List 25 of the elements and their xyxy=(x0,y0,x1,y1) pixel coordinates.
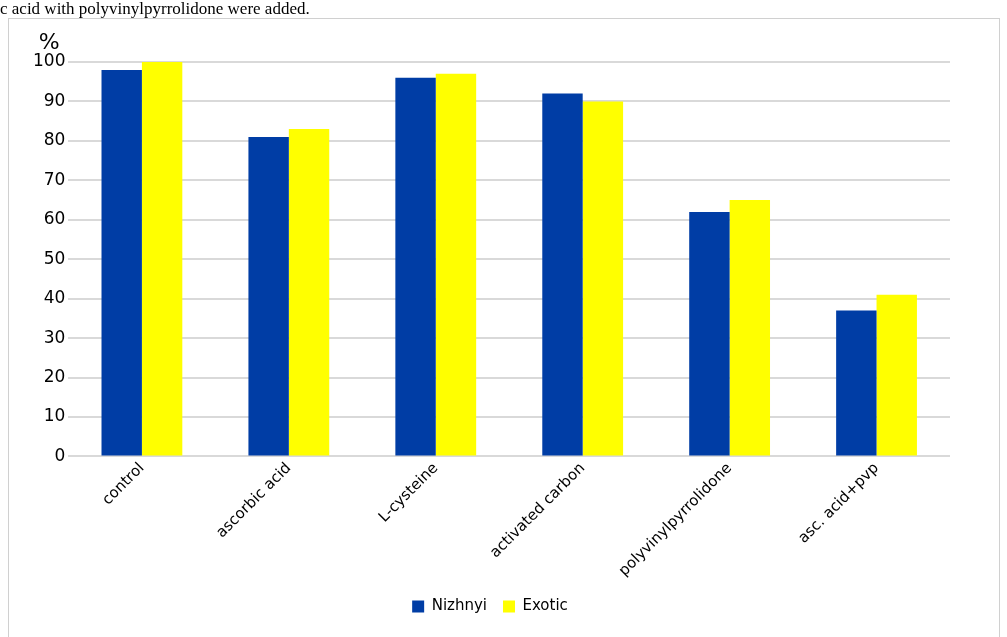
bar xyxy=(689,211,730,456)
bar xyxy=(729,200,771,456)
y-tick-label: 50 xyxy=(43,247,66,268)
y-tick-label: 30 xyxy=(43,326,66,347)
bar xyxy=(101,69,142,456)
bar xyxy=(542,93,583,456)
y-tick-label: 80 xyxy=(43,129,66,150)
bar xyxy=(836,310,877,456)
text: c acid with polyvinylpyrrolidone were added. xyxy=(0,0,310,18)
y-tick-label: 20 xyxy=(43,366,66,387)
bar xyxy=(395,77,436,456)
legend-label: Nizhnyi xyxy=(431,596,487,615)
y-tick-label: 90 xyxy=(43,89,66,110)
bar xyxy=(876,294,917,456)
y-tick-label: 40 xyxy=(43,287,66,308)
y-tick-label: 60 xyxy=(43,208,66,229)
bar xyxy=(141,62,183,456)
y-tick-label: 10 xyxy=(43,405,66,426)
y-tick-label: 70 xyxy=(43,168,66,189)
bar xyxy=(435,73,477,456)
legend-label: Exotic xyxy=(522,596,568,615)
y-tick-label: 0 xyxy=(54,444,66,465)
bar xyxy=(582,101,624,456)
bar xyxy=(288,129,330,456)
bar xyxy=(248,136,289,456)
